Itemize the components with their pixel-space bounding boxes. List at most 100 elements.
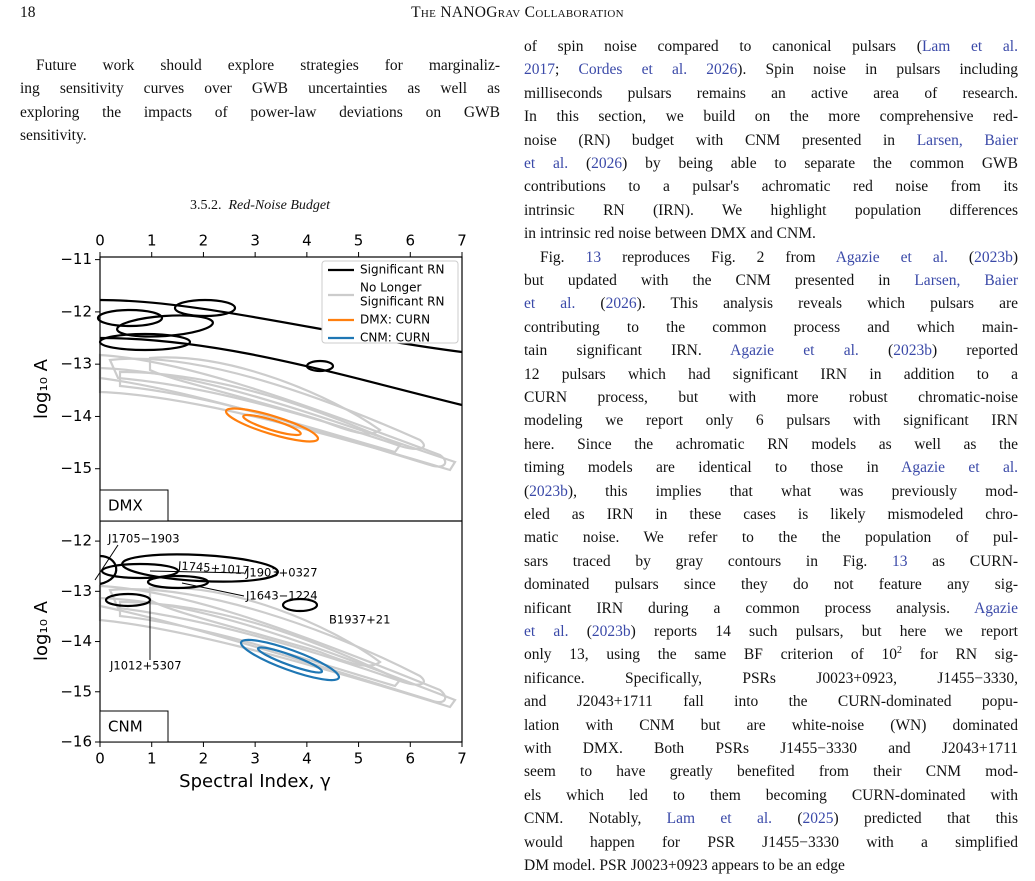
text-line: et al. (2023b) reports 14 such pulsars, … [524,622,1018,642]
citation: Lam et al. [666,810,772,828]
text: in intrinsic red noise between DMX and C… [524,225,816,243]
text: sensitivity. [20,127,87,145]
text: ). Spin noise in pulsars including [737,61,1018,79]
text-line: sars traced by gray contours in Fig. 13 … [524,552,1018,572]
panel-label: DMX [108,497,143,515]
text-line: tain significant IRN. Agazie et al. (202… [524,341,1018,361]
citation: 2023b [529,482,568,500]
x-tick-label: 1 [147,750,157,768]
y-tick-label: −13 [60,582,92,600]
y-tick-label: −13 [60,355,92,373]
citation: Agazie et al. [835,248,948,266]
text: ) reported [931,342,1019,360]
text-line: but updated with the CNM presented in La… [524,271,1018,291]
text-line: seem to have greatly benefited from thei… [524,762,1018,782]
text: ing sensitivity curves over GWB uncertai… [20,80,500,98]
text: for RN sig- [901,646,1018,664]
text-line: lation with CNM but are white-noise (WN)… [524,716,1018,736]
text-line: (2023b), this implies that what was prev… [524,482,1018,502]
text-line: nificance. Specifically, PSRs J0023+0923… [524,669,1018,689]
text: only 13, using the same BF criterion of … [524,646,897,664]
text-line: here. Since the achromatic RN models as … [524,435,1018,455]
text: ) by being able to separate the common G… [622,155,1018,172]
text-line: Fig. 13 reproduces Fig. 2 from Agazie et… [540,248,1018,268]
annotation: J1745+1017 [177,558,250,577]
text-line: 12 pulsars which had significant IRN in … [524,365,1018,385]
text-line: et al. (2026) by being able to separate … [524,154,1018,174]
text-line: exploring the impacts of power-law devia… [20,103,500,123]
text: ( [568,155,592,172]
text-line: contributing to the common process and w… [524,318,1018,338]
legend-label: DMX: CURN [360,313,430,327]
x-tick-label: 1 [147,232,157,250]
y-tick-label: −14 [60,407,92,425]
x-tick-label: 3 [250,232,260,250]
y-tick-label: −15 [60,459,92,477]
y-axis-label: log₁₀ A [31,600,52,661]
text: lation with CNM but are white-noise (WN)… [524,716,1018,734]
text: ( [568,623,592,640]
citation: 2026 [591,155,623,172]
x-tick-label: 7 [457,232,467,250]
citation: Lam et al. [921,38,1018,55]
annotation: J1903+0327 [245,566,318,580]
text-line: ing sensitivity curves over GWB uncertai… [20,79,500,99]
text: of spin noise compared to canonical puls… [524,38,922,55]
x-tick-label: 6 [406,232,416,250]
panel-label-box [99,710,169,743]
text: but updated with the CNM presented in [524,272,915,289]
text-line: contributions to a pulsar's achromatic r… [524,177,1018,197]
citation: Agazie [974,599,1018,617]
text-line: timing models are identical to those in … [524,458,1018,478]
citation: 2026 [605,295,637,313]
text: matic noise. We refer to the the populat… [524,529,1018,547]
text: seem to have greatly benefited from thei… [524,763,1018,781]
text-line: eled as IRN in these cases is likely mis… [524,505,1018,525]
text: ( [772,810,803,828]
text-line: of spin noise compared to canonical puls… [524,37,1018,57]
leader-lines [94,544,245,660]
text: and J2043+1711 fall into the CURN-domina… [524,693,1018,711]
page-number: 18 [20,4,36,21]
y-axis-label: log₁₀ A [31,358,52,419]
citation: 2023b [974,248,1013,266]
text-line: sensitivity. [20,126,500,146]
text: nificant IRN during a common process ana… [524,599,975,617]
text-line: intrinsic RN (IRN). We highlight populat… [524,201,1018,221]
x-tick-label: 4 [302,750,312,768]
text: ), this implies that what was previously… [567,482,1018,500]
text: noise (RN) budget with CNM presented in [524,131,917,149]
text: milliseconds pulsars remains an active a… [524,84,1018,102]
x-tick-label: 7 [457,750,467,768]
text: reproduces Fig. 2 from [601,248,836,266]
x-tick-label: 3 [250,750,260,768]
text: ) predicted that this [833,810,1018,828]
citation: 2023b [591,623,631,640]
text-line: Future work should explore strategies fo… [36,56,500,76]
x-tick-label: 0 [95,232,105,250]
citation: Agazie et al. [901,459,1019,477]
annotation: B1937+21 [329,613,390,627]
panel-label-box [99,489,169,522]
y-tick-label: −11 [60,250,92,268]
text: ( [947,248,975,266]
text-line: nificant IRN during a common process ana… [524,599,1018,619]
citation: Larsen, Baier [916,131,1018,149]
y-tick-label: −16 [60,733,92,751]
text: tain significant IRN. [524,342,731,360]
text: would happen for PSR J1455−3330 with a s… [524,833,1018,851]
x-tick-label: 2 [199,750,209,768]
x-tick-label: 5 [354,750,364,768]
text-line: els which led to them becoming CURN-domi… [524,786,1018,806]
cnm-curn-contour [239,638,341,682]
section-heading: 3.5.2. Red-Noise Budget [20,198,500,214]
text-line: CURN process, but with more robust chrom… [524,388,1018,408]
running-title: The NANOGrav Collaboration [411,4,624,21]
text-line: and J2043+1711 fall into the CURN-domina… [524,692,1018,712]
dmx-curn-contour [224,407,320,443]
citation: Cordes et al. 2026 [578,61,738,79]
citation: Larsen, Baier [914,272,1018,289]
y-tick-label: −15 [60,682,92,700]
text: CNM. Notably, [524,810,667,828]
citation: 13 [585,248,602,266]
